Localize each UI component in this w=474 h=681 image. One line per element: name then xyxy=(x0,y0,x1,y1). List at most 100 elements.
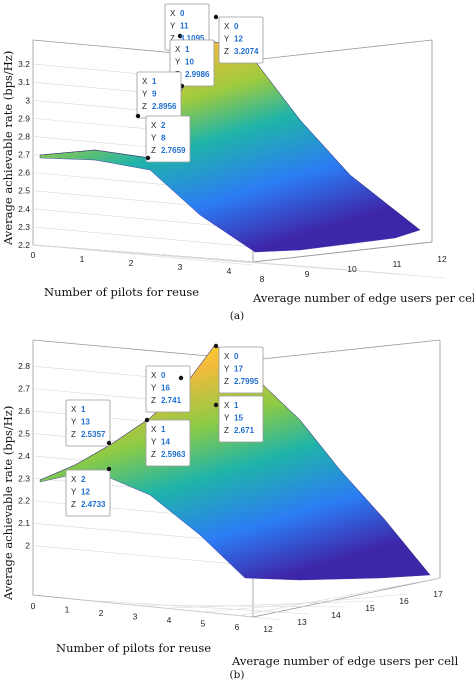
plot-b-z-ticks: 2 2.1 2.2 2.3 2.4 2.5 2.6 2.7 2.8 xyxy=(18,361,30,550)
datatip-value: 2 xyxy=(161,121,166,130)
plot-b-z-tick-label: 2.5 xyxy=(18,428,30,438)
datatip-box xyxy=(65,399,111,447)
datatip-value: 12 xyxy=(234,35,243,44)
plot-a-zlabel: Average achievable rate (bps/Hz) xyxy=(1,51,15,246)
datatip-value: 0 xyxy=(180,9,185,18)
datatip-value: 0 xyxy=(161,371,166,380)
plot-a-datatip[interactable]: X 1Y 9Z 2.8956 xyxy=(135,71,182,119)
datatip-box xyxy=(218,16,264,64)
datatip-key: Z xyxy=(71,500,76,509)
datatip-value: 2.8956 xyxy=(152,102,177,111)
plot-b-x-tick-label: 2 xyxy=(99,608,104,618)
plot-b-datatip[interactable]: X 1Y 14 Z 2.5963 xyxy=(144,417,191,467)
plot-b-zlabel: Average achievable rate (bps/Hz) xyxy=(1,406,15,601)
datatip-value: 9 xyxy=(152,90,157,99)
plot-a-y-tick-label: 12 xyxy=(437,254,447,264)
plot-b-y-ticks: 12 13 14 15 16 17 xyxy=(263,589,443,634)
datatip-key: Z xyxy=(142,102,147,111)
datatip-key: Z xyxy=(151,450,156,459)
plot-a-y-tick-label: 10 xyxy=(347,264,357,274)
plot-a-datatips: X0Y11Z3.1095X0Y12Z3.2074X1Y10Z2.9986X1Y9… xyxy=(135,3,264,163)
plot-a-z-gridline xyxy=(32,244,254,266)
datatip-value: 2.5357 xyxy=(81,430,106,439)
datatip-key: Z xyxy=(224,377,229,386)
datatip-value: 2.741 xyxy=(161,396,182,405)
datatip-box xyxy=(218,346,264,394)
datatip-key: Y xyxy=(71,418,77,427)
datatip-value: 2.4733 xyxy=(81,500,106,509)
datatip-value: 0 xyxy=(234,22,239,31)
datatip-marker xyxy=(178,375,184,381)
datatip-value: 1 xyxy=(81,405,86,414)
plot-b-z-tick-label: 2.8 xyxy=(18,361,30,371)
datatip-key: Y xyxy=(151,134,157,143)
datatip-key: Y xyxy=(151,438,157,447)
plot-b-y-tick-label: 12 xyxy=(263,624,273,634)
plot-b-datatip[interactable]: X 0Y 17 Z 2.7995 xyxy=(213,343,264,394)
plot-a-z-tick-label: 2.7 xyxy=(18,150,30,160)
plot-b-z-tick-label: 2.1 xyxy=(18,518,30,528)
plot-a-datatip[interactable]: X 0Y 12 Z 3.2074 xyxy=(213,14,264,64)
datatip-marker xyxy=(213,343,219,349)
plot-a-x-tick-label: 3 xyxy=(178,262,183,272)
datatip-key: Z xyxy=(151,146,156,155)
datatip-marker xyxy=(106,466,112,472)
plot-b-datatip[interactable]: X 0Y 16 Z 2.741 xyxy=(145,365,191,413)
plot-a-y-tick-label: 11 xyxy=(393,259,402,269)
plot-a-datatip[interactable]: X 2Y 8Z 2.7659 xyxy=(145,115,191,163)
plot-b-x-tick-label: 5 xyxy=(201,619,206,629)
datatip-key: X xyxy=(151,425,157,434)
datatip-value: 2.7995 xyxy=(234,377,259,386)
plot-a-z-tick-label: 2.3 xyxy=(18,222,30,232)
datatip-value: 3.1095 xyxy=(180,34,205,43)
plot-b-xlabel: Number of pilots for reuse xyxy=(56,641,211,655)
datatip-key: Y xyxy=(224,365,230,374)
datatip-marker xyxy=(145,155,151,161)
datatip-box xyxy=(145,419,191,467)
datatip-key: Y xyxy=(224,35,230,44)
plot-b-z-gridline xyxy=(32,545,254,566)
plot-b-y-tick-label: 14 xyxy=(331,610,341,620)
datatip-key: Y xyxy=(151,384,157,393)
plot-b-y-tick-label: 15 xyxy=(365,603,375,613)
plot-b-x-tick-label: 6 xyxy=(235,622,240,632)
datatip-key: Z xyxy=(224,47,229,56)
plot-b-axes-box xyxy=(32,339,441,621)
datatip-value: 17 xyxy=(234,365,243,374)
plot-b-datatip[interactable]: X 1Y 15 Z 2.671 xyxy=(213,395,264,443)
plot-a-datatip[interactable]: X 0Y 11Z 3.1095 xyxy=(164,3,210,51)
plot-b-y-tick-label: 16 xyxy=(399,596,409,606)
datatip-value: 16 xyxy=(161,384,170,393)
datatip-value: 0 xyxy=(234,352,239,361)
datatip-marker xyxy=(213,14,219,20)
plot-a-x-tick-label: 0 xyxy=(31,250,36,260)
datatip-value: 11 xyxy=(180,22,189,31)
plot-b-x-tick-label: 0 xyxy=(31,601,36,611)
datatip-marker xyxy=(106,440,112,446)
datatip-value: 2.9986 xyxy=(185,70,210,79)
datatip-value: 8 xyxy=(161,134,166,143)
plot-b-z-tick-label: 2.4 xyxy=(18,451,30,461)
datatip-value: 1 xyxy=(161,425,166,434)
plot-b-y-tick-label: 17 xyxy=(433,589,443,599)
plot-b-x-tick-label: 4 xyxy=(167,615,172,625)
datatip-key: Z xyxy=(170,34,175,43)
datatip-marker xyxy=(177,33,183,39)
datatip-key: Y xyxy=(224,414,230,423)
datatip-key: Y xyxy=(142,90,148,99)
datatip-key: X xyxy=(151,121,157,130)
datatip-key: X xyxy=(175,45,181,54)
plot-a-z-tick-label: 3 xyxy=(25,95,30,105)
plot-b-datatip[interactable]: X 1Y 13 Z 2.5357 xyxy=(65,399,112,447)
datatip-value: 1 xyxy=(152,77,157,86)
plot-b-z-tick-label: 2.3 xyxy=(18,473,30,483)
datatip-value: 12 xyxy=(81,488,90,497)
plot-b-datatip[interactable]: X 2Y 12 Z 2.4733 xyxy=(65,466,112,517)
plot-a-y-ticks: 8 9 10 11 12 xyxy=(260,254,447,284)
datatip-value: 2.7659 xyxy=(161,146,186,155)
datatip-key: X xyxy=(224,401,230,410)
